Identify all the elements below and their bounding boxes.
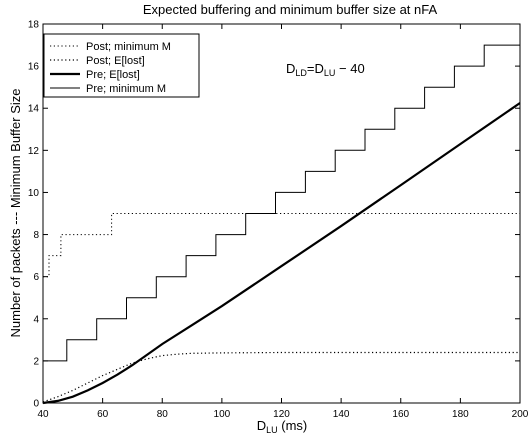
- legend: Post; minimum M Post; E[lost] Pre; E[lost]…: [43, 33, 200, 98]
- annotation-text: − 40: [335, 61, 364, 76]
- annotation-text: =D: [307, 61, 324, 76]
- legend-label: Post; E[lost]: [86, 55, 145, 67]
- annotation-subscript: LU: [324, 68, 336, 78]
- x-tick-label: 120: [273, 409, 290, 420]
- legend-label: Pre; E[lost]: [86, 69, 140, 81]
- y-tick-label: 12: [28, 146, 40, 157]
- x-tick-label: 40: [37, 409, 49, 420]
- annotation-subscript: LD: [295, 68, 307, 78]
- legend-label: Post; minimum M: [86, 41, 171, 53]
- series-line-3: [42, 102, 521, 405]
- x-tick-label: 200: [512, 409, 529, 420]
- y-tick-label: 10: [28, 188, 40, 199]
- x-axis-label-subscript: LU: [266, 425, 278, 435]
- y-tick-label: 6: [33, 272, 39, 283]
- x-tick-label: 140: [333, 409, 350, 420]
- y-axis-label: Number of packets --- Minimum Buffer Siz…: [8, 89, 23, 338]
- x-tick-label: 160: [392, 409, 409, 420]
- y-tick-label: 2: [33, 356, 39, 367]
- x-tick-label: 180: [452, 409, 469, 420]
- series-line-2: [42, 351, 520, 403]
- x-tick-label: 60: [97, 409, 109, 420]
- y-tick-label: 0: [33, 399, 39, 410]
- x-tick-label: 100: [214, 409, 231, 420]
- x-tick-label: 80: [157, 409, 169, 420]
- chart-title: Expected buffering and minimum buffer si…: [143, 2, 438, 17]
- delay-relation-annotation: DLD=DLU − 40: [286, 61, 365, 78]
- x-axis-label-main: D: [257, 418, 266, 433]
- y-tick-label: 18: [28, 20, 40, 31]
- y-tick-label: 14: [28, 104, 40, 115]
- series-layer: [42, 44, 521, 405]
- legend-box: [43, 33, 200, 98]
- series-line-4: [43, 44, 520, 362]
- legend-label: Pre; minimum M: [86, 83, 166, 95]
- y-tick-label: 8: [33, 230, 39, 241]
- y-tick-label: 4: [33, 314, 39, 325]
- axis-ticks: 40 60 80 100 120 140 160 180 200 0 2 4 6 8 10 12 14 16 18: [28, 20, 529, 421]
- y-tick-label: 16: [28, 62, 40, 73]
- x-axis-label-unit: (ms): [278, 418, 308, 433]
- x-axis-label: DLU (ms): [257, 418, 308, 435]
- annotation-text: D: [286, 61, 295, 76]
